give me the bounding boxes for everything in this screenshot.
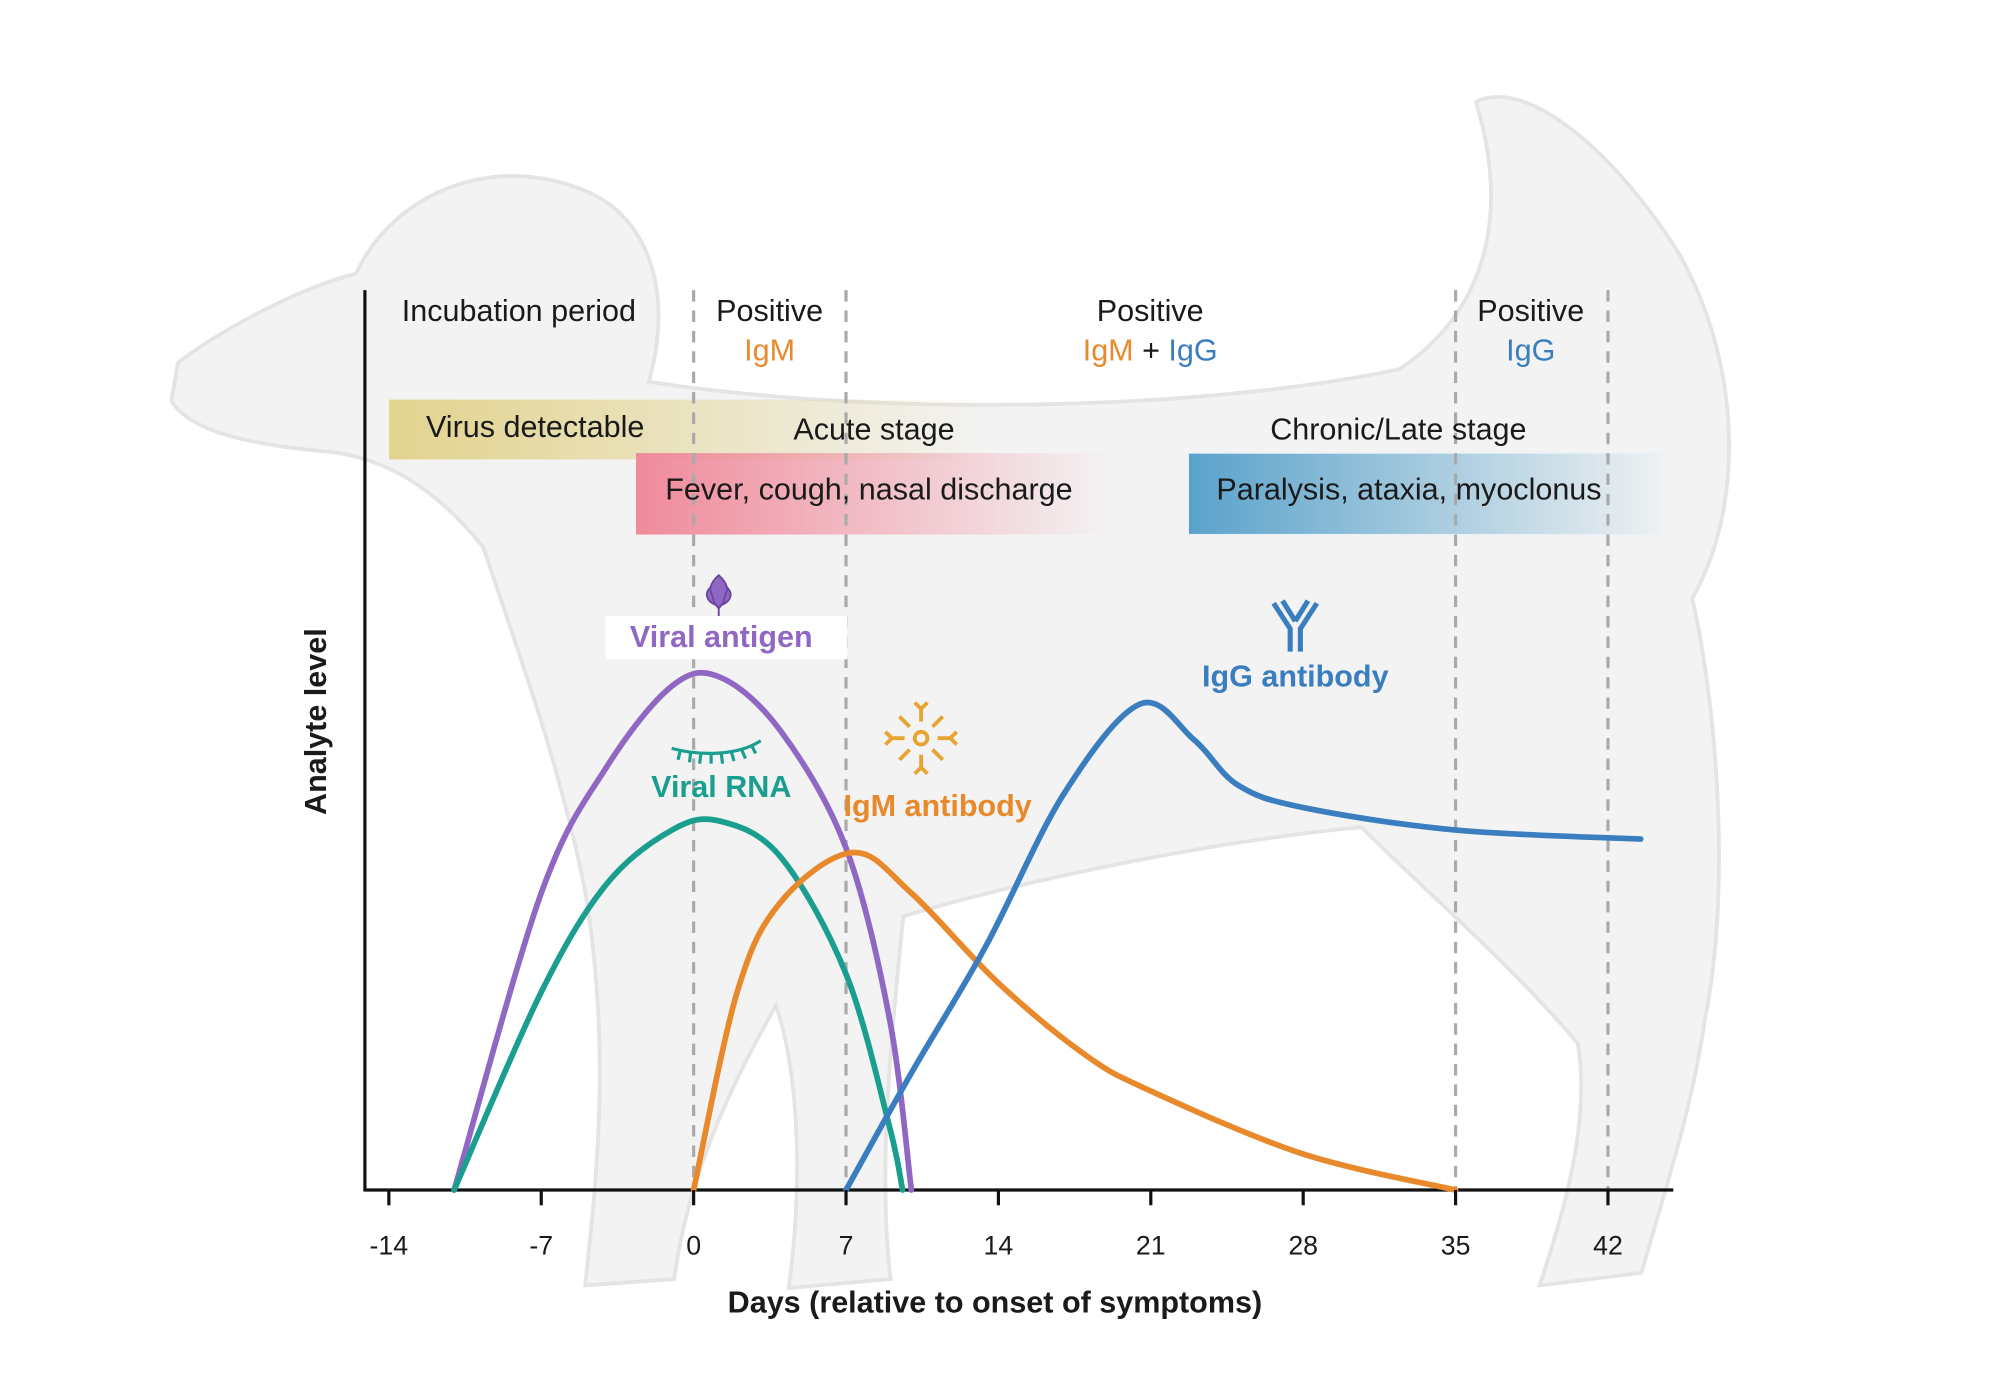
antigen-icon <box>705 574 732 622</box>
x-tick-label: 35 <box>1441 1230 1471 1260</box>
igm-icon <box>884 701 959 776</box>
curve <box>451 816 906 1193</box>
stage-name: Chronic/Late stage <box>1270 413 1526 447</box>
series-label: IgG antibody <box>1202 659 1389 693</box>
phase-test: IgM <box>744 334 795 368</box>
x-tick-label: 14 <box>984 1230 1014 1260</box>
igg-icon <box>1271 599 1320 652</box>
phase-title: Positive <box>716 294 823 328</box>
x-tick-label: 0 <box>686 1230 701 1260</box>
curve <box>843 699 1644 1193</box>
x-tick-label: 42 <box>1593 1230 1623 1260</box>
x-tick-label: 28 <box>1288 1230 1318 1260</box>
label-background <box>605 616 848 660</box>
phase-title: Positive <box>1477 294 1584 328</box>
curve <box>451 669 915 1193</box>
stage-name: Acute stage <box>793 413 954 447</box>
stage-signs: Paralysis, ataxia, myoclonus <box>1216 472 1601 506</box>
series-label: Viral RNA <box>651 770 791 804</box>
stage-band <box>1187 452 1663 536</box>
phase-test: IgG <box>1506 334 1555 368</box>
x-axis-label: Days (relative to onset of symptoms) <box>728 1286 1262 1320</box>
x-tick-label: 7 <box>839 1230 854 1260</box>
phase-test: IgM <box>1083 334 1134 368</box>
x-tick-label: -14 <box>370 1230 409 1260</box>
rna-icon <box>671 739 762 764</box>
dog-silhouette <box>169 95 1731 1291</box>
series-label: Viral antigen <box>630 620 813 654</box>
phase-title: Positive <box>1097 294 1204 328</box>
phase-test: IgG <box>1168 334 1217 368</box>
x-tick-label: 21 <box>1136 1230 1166 1260</box>
stage-signs: Fever, cough, nasal discharge <box>665 472 1072 506</box>
curve <box>690 849 1459 1193</box>
phase-test: + <box>1142 334 1160 368</box>
x-tick-label: -7 <box>529 1230 553 1260</box>
stage-band <box>636 453 1114 535</box>
phase-tests: IgM + IgG <box>1083 334 1218 368</box>
stage-name: Virus detectable <box>426 410 644 444</box>
series-label: IgM antibody <box>844 789 1032 823</box>
stage-band <box>389 399 993 460</box>
phase-title: Incubation period <box>402 294 636 328</box>
y-axis-label: Analyte level <box>299 628 333 815</box>
